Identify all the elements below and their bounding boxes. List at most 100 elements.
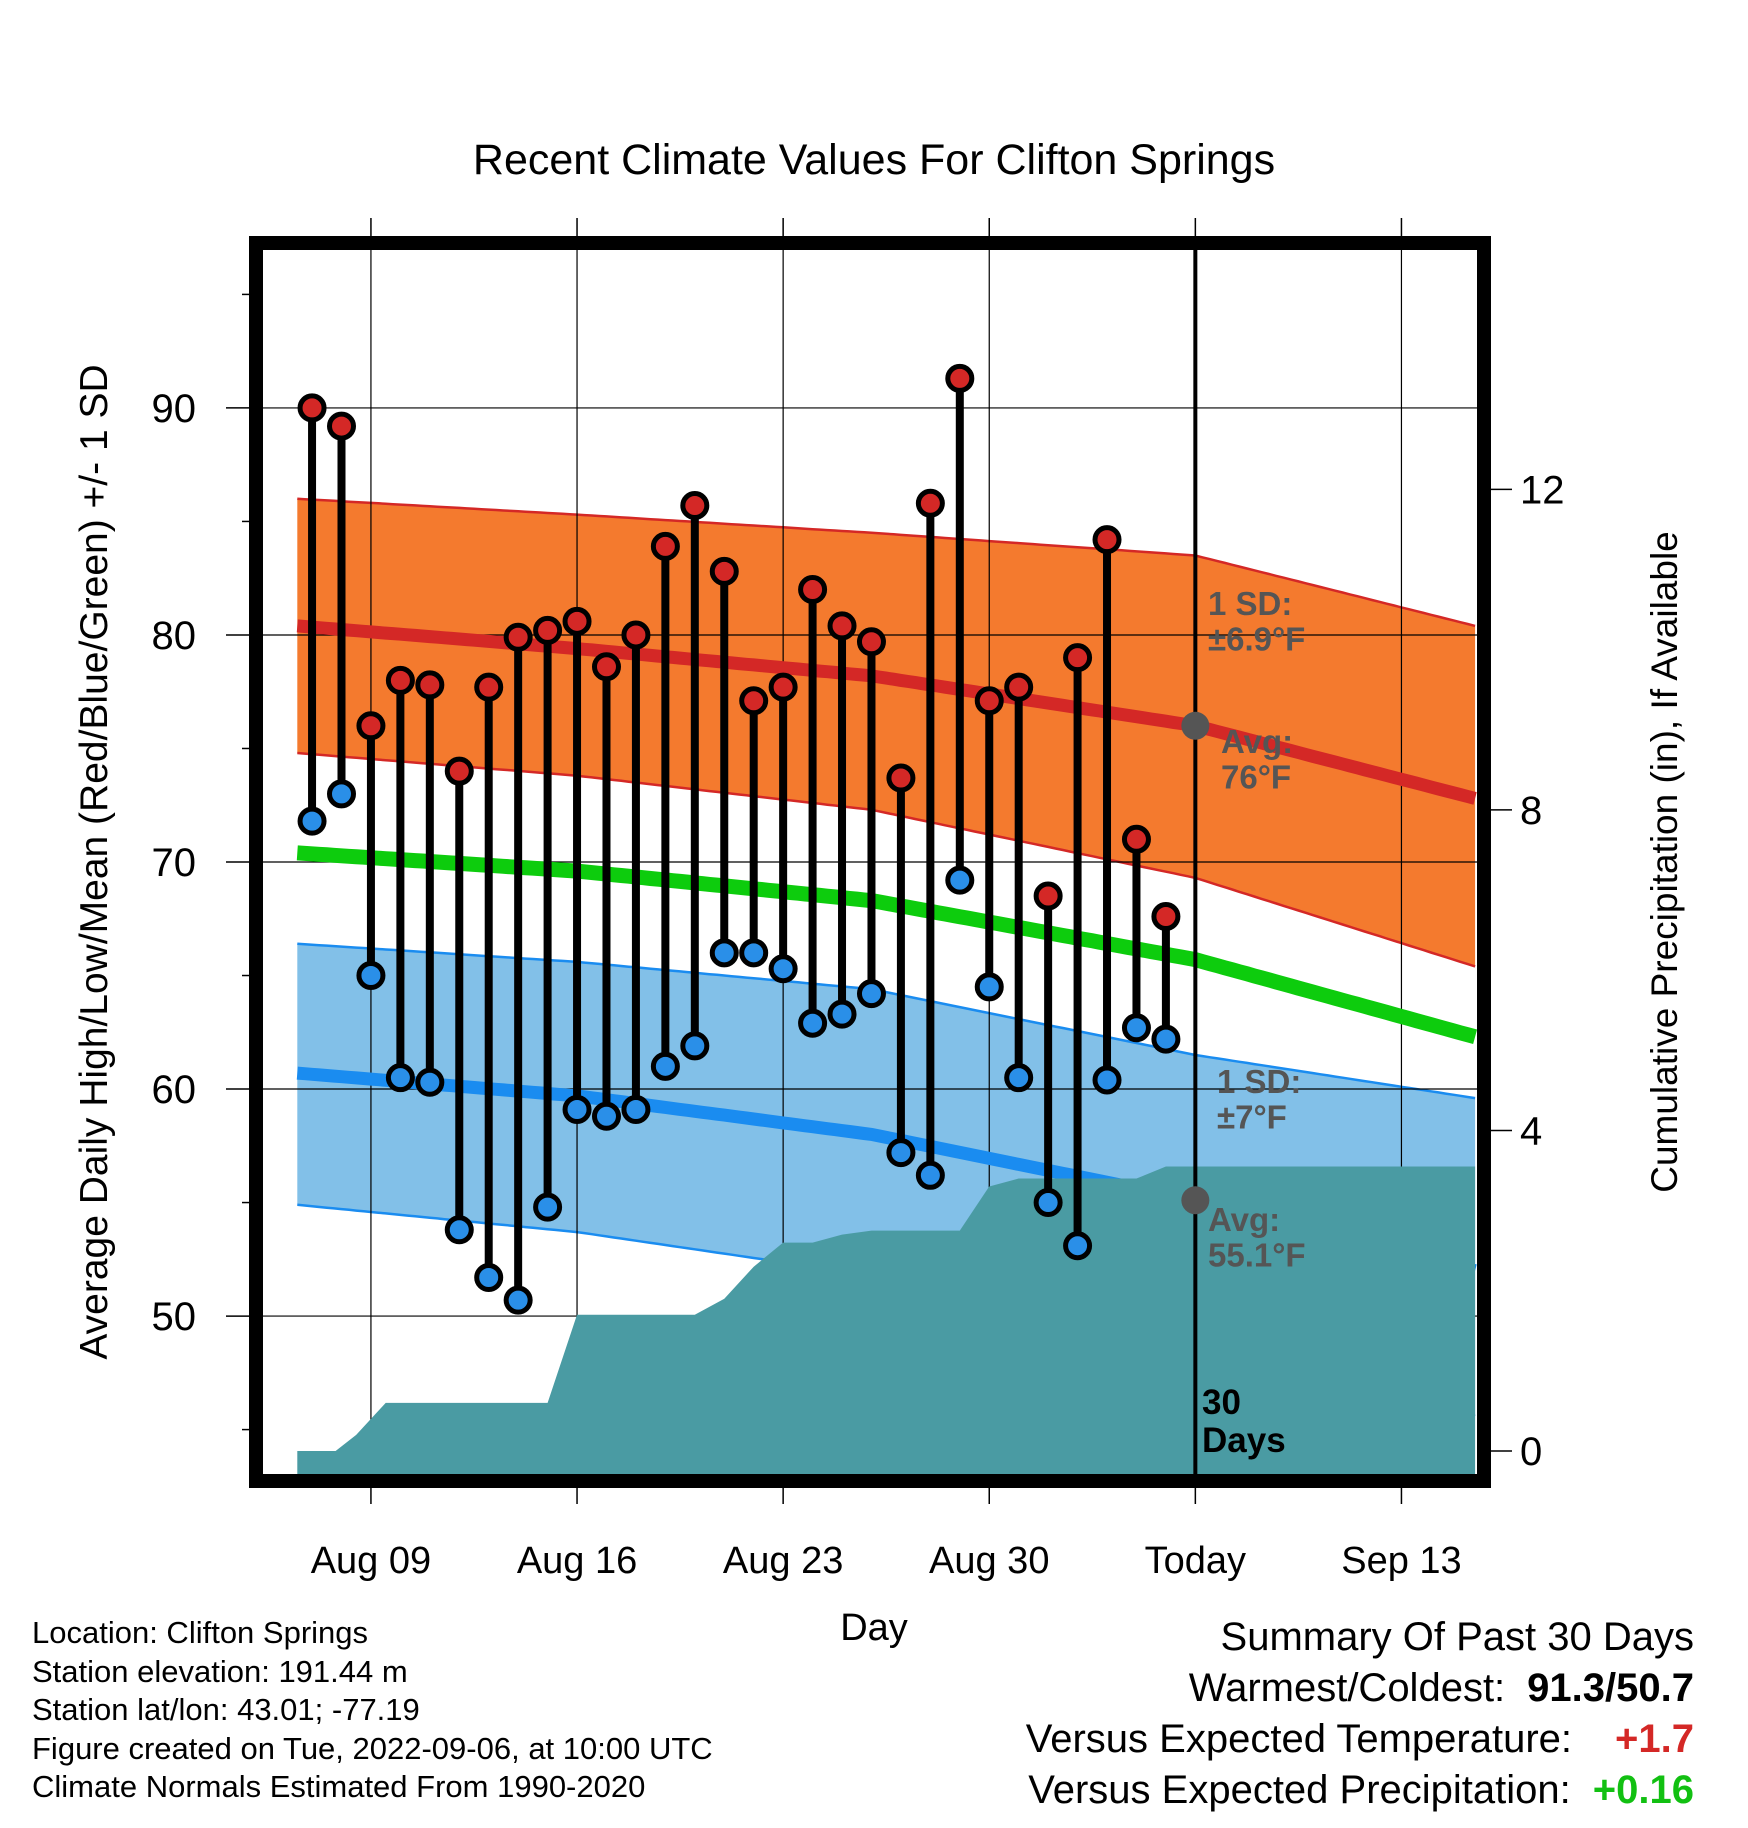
y2-axis-label: Cumulative Precipitation (in), If Availa… bbox=[1644, 531, 1685, 1193]
daily-low-point bbox=[1063, 1231, 1093, 1261]
y-tick-label: 60 bbox=[152, 1068, 197, 1112]
station-info: Location: Clifton Springs Station elevat… bbox=[32, 1614, 713, 1807]
daily-low-point bbox=[1121, 1013, 1151, 1043]
y-tick-label: 50 bbox=[152, 1295, 197, 1339]
y2-tick-label: 4 bbox=[1520, 1109, 1542, 1153]
daily-high-point bbox=[1033, 881, 1063, 911]
daily-high-point bbox=[1092, 525, 1122, 555]
daily-high-point bbox=[297, 393, 327, 423]
daily-high-point bbox=[533, 615, 563, 645]
daily-low-point bbox=[385, 1063, 415, 1093]
daily-low-point bbox=[709, 938, 739, 968]
summary-title: Summary Of Past 30 Days bbox=[1220, 1615, 1694, 1659]
daily-high-point bbox=[915, 488, 945, 518]
precip-row: Versus Expected Precipitation: +0.16 bbox=[1026, 1765, 1694, 1816]
warmest-coldest-row: Warmest/Coldest: 91.3/50.7 bbox=[1026, 1663, 1694, 1714]
normals-text: Climate Normals Estimated From 1990-2020 bbox=[32, 1769, 646, 1804]
low-sd-upper-edge bbox=[297, 942, 1476, 1100]
daily-low-point bbox=[1151, 1024, 1181, 1054]
daily-low-point bbox=[415, 1067, 445, 1097]
daily-high-point bbox=[385, 665, 415, 695]
daily-high-point bbox=[709, 556, 739, 586]
x-tick-label: Aug 30 bbox=[929, 1540, 1049, 1582]
elevation-text: Station elevation: 191.44 m bbox=[32, 1653, 408, 1689]
temp-label: Versus Expected Temperature: bbox=[1025, 1717, 1572, 1761]
latlon-text: Station lat/lon: 43.01; -77.19 bbox=[32, 1692, 420, 1727]
daily-low-point bbox=[1004, 1063, 1034, 1093]
daily-low-point bbox=[1092, 1065, 1122, 1095]
daily-high-point bbox=[974, 686, 1004, 716]
daily-low-point bbox=[621, 1094, 651, 1124]
daily-low-point bbox=[444, 1215, 474, 1245]
daily-low-point bbox=[945, 865, 975, 895]
daily-high-point bbox=[503, 622, 533, 652]
x-tick-label: Today bbox=[1145, 1540, 1246, 1582]
daily-high-point bbox=[1151, 901, 1181, 931]
daily-low-point bbox=[356, 961, 386, 991]
daily-high-point bbox=[1063, 643, 1093, 673]
daily-high-point bbox=[945, 363, 975, 393]
precipitation-fill bbox=[297, 1166, 1476, 1475]
daily-low-point bbox=[326, 779, 356, 809]
x-tick-label: Aug 23 bbox=[723, 1540, 843, 1582]
x-tick-label: Sep 13 bbox=[1341, 1540, 1461, 1582]
precip-label: Versus Expected Precipitation: bbox=[1028, 1768, 1571, 1812]
high-sd-annotation: 1 SD: ±6.9°F bbox=[1208, 585, 1305, 658]
daily-low-point bbox=[297, 806, 327, 836]
y2-tick-label: 8 bbox=[1520, 789, 1542, 833]
axes: Aug 09 Aug 16 Aug 23 Aug 30 Today Sep 13 Day 50… bbox=[73, 218, 1685, 1649]
daily-high-point bbox=[650, 531, 680, 561]
daily-high-point bbox=[739, 686, 769, 716]
daily-high-point bbox=[415, 670, 445, 700]
y-tick-label: 90 bbox=[152, 387, 197, 431]
location-text: Location: Clifton Springs bbox=[32, 1615, 369, 1650]
daily-low-point bbox=[798, 1008, 828, 1038]
daily-high-point bbox=[474, 672, 504, 702]
x-tick-label: Aug 16 bbox=[517, 1540, 637, 1582]
daily-high-point bbox=[326, 411, 356, 441]
daily-low-point bbox=[768, 954, 798, 984]
daily-low-point bbox=[680, 1031, 710, 1061]
daily-high-point bbox=[827, 611, 857, 641]
chart-title: Recent Climate Values For Clifton Spring… bbox=[473, 136, 1275, 184]
low-sd-annotation: 1 SD: ±7°F bbox=[1217, 1063, 1301, 1136]
daily-high-point bbox=[798, 575, 828, 605]
today-high-avg-dot bbox=[1181, 711, 1210, 740]
daily-high-point bbox=[886, 763, 916, 793]
daily-low-point bbox=[474, 1262, 504, 1292]
high-sd-band bbox=[297, 498, 1476, 967]
daily-high-point bbox=[621, 620, 651, 650]
plot-frame bbox=[249, 236, 1491, 1488]
plot-border bbox=[249, 236, 1491, 1488]
precipitation-area bbox=[297, 1166, 1476, 1475]
daily-high-point bbox=[856, 627, 886, 657]
daily-low-point bbox=[562, 1094, 592, 1124]
daily-low-point bbox=[886, 1138, 916, 1168]
precip-value: +0.16 bbox=[1592, 1768, 1694, 1812]
y2-tick-label: 12 bbox=[1520, 468, 1565, 512]
daily-low-point bbox=[974, 972, 1004, 1002]
daily-low-point bbox=[827, 999, 857, 1029]
x-axis-label: Day bbox=[840, 1607, 908, 1649]
high-sd-lower-edge bbox=[297, 751, 1476, 968]
daily-low-point bbox=[1033, 1188, 1063, 1218]
daily-high-point bbox=[1121, 824, 1151, 854]
daily-range-bars bbox=[297, 363, 1181, 1315]
created-text: Figure created on Tue, 2022-09-06, at 10… bbox=[32, 1730, 713, 1766]
today-low-avg-dot bbox=[1181, 1186, 1210, 1215]
annotations: 1 SD: ±6.9°F Avg: 76°F 1 SD: ±7°F Avg: 55.1°F 30… bbox=[1202, 585, 1306, 1460]
normal-high-line bbox=[296, 619, 1477, 805]
today-marker bbox=[1181, 249, 1210, 1475]
daily-low-point bbox=[533, 1192, 563, 1222]
daily-low-point bbox=[503, 1285, 533, 1315]
high-sd-upper-edge bbox=[297, 497, 1476, 628]
daily-high-point bbox=[591, 652, 621, 682]
y-tick-label: 70 bbox=[152, 841, 197, 885]
daily-low-point bbox=[650, 1051, 680, 1081]
y2-tick-label: 0 bbox=[1520, 1430, 1542, 1474]
daily-low-point bbox=[739, 938, 769, 968]
warmest-value: 91.3/50.7 bbox=[1527, 1666, 1694, 1710]
daily-low-point bbox=[591, 1101, 621, 1131]
daily-high-point bbox=[1004, 672, 1034, 702]
